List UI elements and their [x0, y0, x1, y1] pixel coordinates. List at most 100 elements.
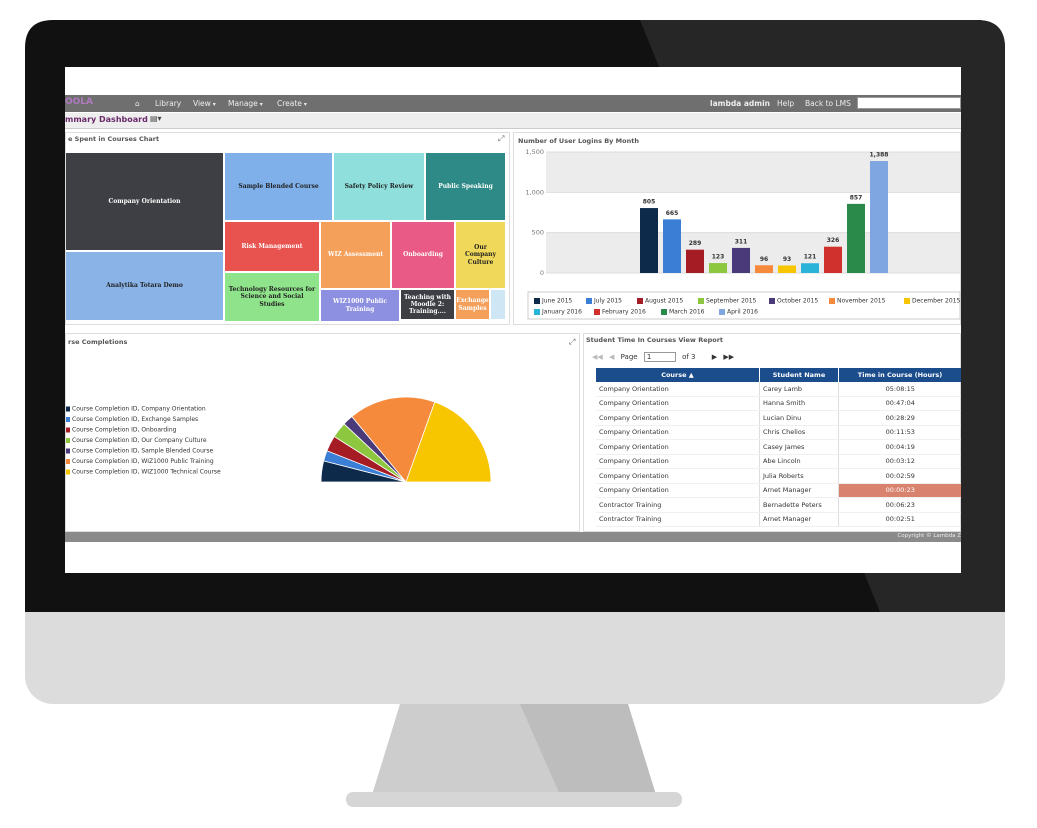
bar[interactable]: [686, 249, 704, 273]
treemap-tile[interactable]: WIZ Assessment: [321, 222, 390, 288]
table-cell: Company Orientation: [596, 382, 760, 397]
nav-item[interactable]: Library: [155, 99, 182, 108]
stand-shade: [520, 704, 656, 795]
bar[interactable]: [732, 247, 750, 273]
value-label: 123: [712, 254, 725, 261]
grid-band: [546, 232, 960, 273]
table-cell: 00:47:04: [838, 396, 961, 411]
treemap-tile[interactable]: Sample Blended Course: [225, 153, 332, 220]
page-input[interactable]: 1: [643, 352, 676, 362]
bar[interactable]: [824, 246, 842, 273]
user[interactable]: lambda admin: [710, 99, 771, 108]
table-row: Company Orientation Julia Roberts 00:02:59: [596, 468, 961, 484]
bar[interactable]: [709, 263, 727, 273]
treemap-tile[interactable]: Public Speaking: [426, 153, 505, 220]
legend-swatch: [769, 298, 775, 304]
treemap-tile[interactable]: Analytika Totara Demo: [66, 252, 223, 320]
table-cell: Contractor Training: [596, 497, 760, 513]
y-tick-label: 0: [540, 269, 544, 277]
treemap-tile[interactable]: Exchange Samples: [456, 290, 489, 319]
table-cell: Abe Lincoln: [759, 454, 839, 469]
table-cell: 00:04:19: [838, 439, 961, 455]
legend-label: Course Completion ID, WIZ1000 Public Tra…: [72, 458, 214, 465]
treemap-tile[interactable]: Risk Management: [225, 222, 319, 271]
column-header[interactable]: Student Name: [759, 368, 839, 382]
expand-icon[interactable]: ⤢: [498, 134, 505, 143]
pie-slice[interactable]: [351, 396, 436, 483]
bar[interactable]: [847, 203, 865, 273]
footer: Copyright © Lambda Z: [65, 532, 961, 542]
table-cell: 00:02:59: [838, 468, 961, 484]
legend-label: April 2016: [727, 309, 758, 316]
help[interactable]: Help: [777, 99, 795, 108]
brand[interactable]: OOLA: [65, 97, 94, 107]
legend-label: February 2016: [602, 309, 646, 316]
table-cell: Bernadette Peters: [759, 497, 839, 513]
table-row: Company Orientation Arnet Manager 00:00:23: [596, 483, 961, 498]
treemap-tile[interactable]: [491, 290, 505, 319]
table-cell: Company Orientation: [596, 454, 760, 469]
treemap-tile[interactable]: Teaching with Moodle 2: Training....: [401, 290, 454, 319]
expand-icon[interactable]: ⤢: [568, 338, 575, 347]
table-cell: 00:28:29: [838, 410, 961, 426]
table-cell: Company Orientation: [596, 468, 760, 484]
table-row: Company Orientation Hanna Smith 00:47:04: [596, 396, 961, 411]
nav-item[interactable]: Create: [277, 99, 307, 108]
legend-swatch: [66, 438, 70, 443]
bar[interactable]: [663, 219, 681, 273]
treemap-tile[interactable]: Safety Policy Review: [334, 153, 424, 220]
bar[interactable]: [870, 161, 888, 273]
legend-label: January 2016: [541, 309, 582, 316]
prev-page[interactable]: ◀: [609, 353, 615, 361]
treemap-tile[interactable]: Technology Resources for Science and Soc…: [225, 273, 319, 321]
grid-band: [546, 152, 960, 193]
last-page[interactable]: ▶▶: [723, 353, 735, 361]
legend-swatch: [66, 448, 70, 454]
legend-label: Course Completion ID, Onboarding: [72, 427, 177, 434]
treemap-tile[interactable]: Company Orientation: [66, 153, 223, 250]
table-cell: Company Orientation: [596, 483, 760, 498]
report-table: Course Student Name Time in Course (Hour…: [596, 368, 961, 527]
treemap-tile[interactable]: Onboarding: [392, 222, 454, 288]
chart-title: Number of User Logins By Month: [518, 137, 639, 145]
copyright: Copyright © Lambda Z: [897, 533, 961, 539]
legend-swatch: [719, 309, 725, 315]
bar[interactable]: [755, 265, 773, 273]
search-input[interactable]: [857, 97, 961, 109]
treemap-tile[interactable]: Our Company Culture: [456, 222, 505, 288]
page-label: Page: [620, 353, 638, 361]
next-page[interactable]: ▶: [711, 353, 718, 361]
value-label: 326: [827, 237, 840, 244]
treemap-tile[interactable]: WIZ1000 Public Training: [321, 290, 399, 321]
column-header[interactable]: Course: [596, 368, 760, 382]
legend-swatch: [66, 427, 70, 433]
table-row: Company Orientation Casey James 00:04:19: [596, 439, 961, 455]
export-icon[interactable]: ▤▾: [150, 114, 162, 123]
pie-slice[interactable]: [405, 401, 492, 483]
bar[interactable]: [778, 265, 796, 273]
value-label: 1,388: [870, 152, 889, 159]
nav-item[interactable]: View: [193, 99, 216, 108]
legend-label: Course Completion ID, Company Orientatio…: [72, 406, 206, 413]
legend-label: December 2015: [912, 298, 960, 305]
table-cell: Arnet Manager: [759, 483, 839, 498]
table-row: Company Orientation Lucian Dinu 00:28:29: [596, 410, 961, 426]
column-header[interactable]: Time in Course (Hours): [838, 368, 961, 382]
title-bar: mmary Dashboard ▤▾: [65, 113, 961, 129]
treemap-panel: e Spent in Courses Chart ⤢ Company Orien…: [65, 132, 510, 325]
first-page[interactable]: ◀◀: [592, 353, 603, 361]
nav-item[interactable]: Manage: [228, 99, 263, 108]
value-label: 96: [760, 256, 768, 263]
legend-swatch: [66, 469, 70, 475]
legend-label: Course Completion ID, WIZ1000 Technical …: [72, 469, 221, 476]
legend-swatch: [66, 417, 70, 422]
bar[interactable]: [640, 208, 658, 273]
home-icon[interactable]: ⌂: [135, 99, 140, 108]
pie-panel: rse Completions ⤢ Course Completion ID, …: [65, 333, 580, 532]
back-link[interactable]: Back to LMS: [805, 99, 851, 108]
pager: ◀◀ ◀ Page 1 of 3 ▶ ▶▶: [592, 352, 738, 362]
value-label: 665: [666, 210, 679, 217]
bar[interactable]: [801, 263, 819, 273]
table-cell: 05:08:15: [838, 382, 961, 397]
table-cell: 00:11:53: [838, 425, 961, 440]
